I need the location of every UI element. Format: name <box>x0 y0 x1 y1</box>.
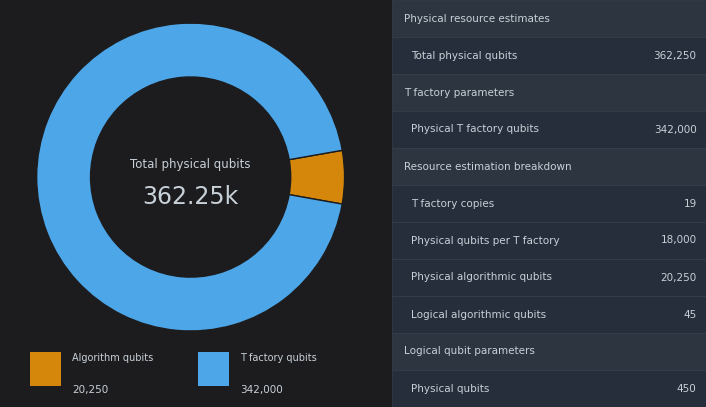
FancyBboxPatch shape <box>392 370 706 407</box>
Text: Logical algorithmic qubits: Logical algorithmic qubits <box>411 309 546 319</box>
Text: Total physical qubits: Total physical qubits <box>411 50 517 61</box>
FancyBboxPatch shape <box>392 222 706 259</box>
Text: 19: 19 <box>683 199 697 208</box>
Text: 45: 45 <box>683 309 697 319</box>
FancyBboxPatch shape <box>392 333 706 370</box>
FancyBboxPatch shape <box>392 74 706 111</box>
Text: Resource estimation breakdown: Resource estimation breakdown <box>405 162 572 171</box>
Text: Physical qubits: Physical qubits <box>411 383 489 394</box>
Wedge shape <box>289 150 345 204</box>
Text: Logical qubit parameters: Logical qubit parameters <box>405 346 535 357</box>
Text: Physical resource estimates: Physical resource estimates <box>405 13 550 24</box>
Text: Physical algorithmic qubits: Physical algorithmic qubits <box>411 273 551 282</box>
Text: 342,000: 342,000 <box>654 125 697 134</box>
Text: T factory copies: T factory copies <box>411 199 494 208</box>
Text: 20,250: 20,250 <box>73 385 109 395</box>
Wedge shape <box>37 23 342 331</box>
FancyBboxPatch shape <box>392 259 706 296</box>
Text: 362,250: 362,250 <box>654 50 697 61</box>
Text: Algorithm qubits: Algorithm qubits <box>73 353 154 363</box>
Text: 18,000: 18,000 <box>660 236 697 245</box>
FancyBboxPatch shape <box>392 111 706 148</box>
FancyBboxPatch shape <box>30 352 61 386</box>
Text: T factory parameters: T factory parameters <box>405 88 515 98</box>
Text: 342,000: 342,000 <box>240 385 283 395</box>
Text: 20,250: 20,250 <box>660 273 697 282</box>
Text: 450: 450 <box>677 383 697 394</box>
Text: T factory qubits: T factory qubits <box>240 353 317 363</box>
FancyBboxPatch shape <box>392 148 706 185</box>
FancyBboxPatch shape <box>392 37 706 74</box>
FancyBboxPatch shape <box>392 0 706 37</box>
Text: 362.25k: 362.25k <box>143 185 239 209</box>
FancyBboxPatch shape <box>392 296 706 333</box>
FancyBboxPatch shape <box>392 185 706 222</box>
FancyBboxPatch shape <box>198 352 229 386</box>
Text: Total physical qubits: Total physical qubits <box>131 158 251 171</box>
Text: Physical qubits per T factory: Physical qubits per T factory <box>411 236 559 245</box>
Text: Physical T factory qubits: Physical T factory qubits <box>411 125 539 134</box>
